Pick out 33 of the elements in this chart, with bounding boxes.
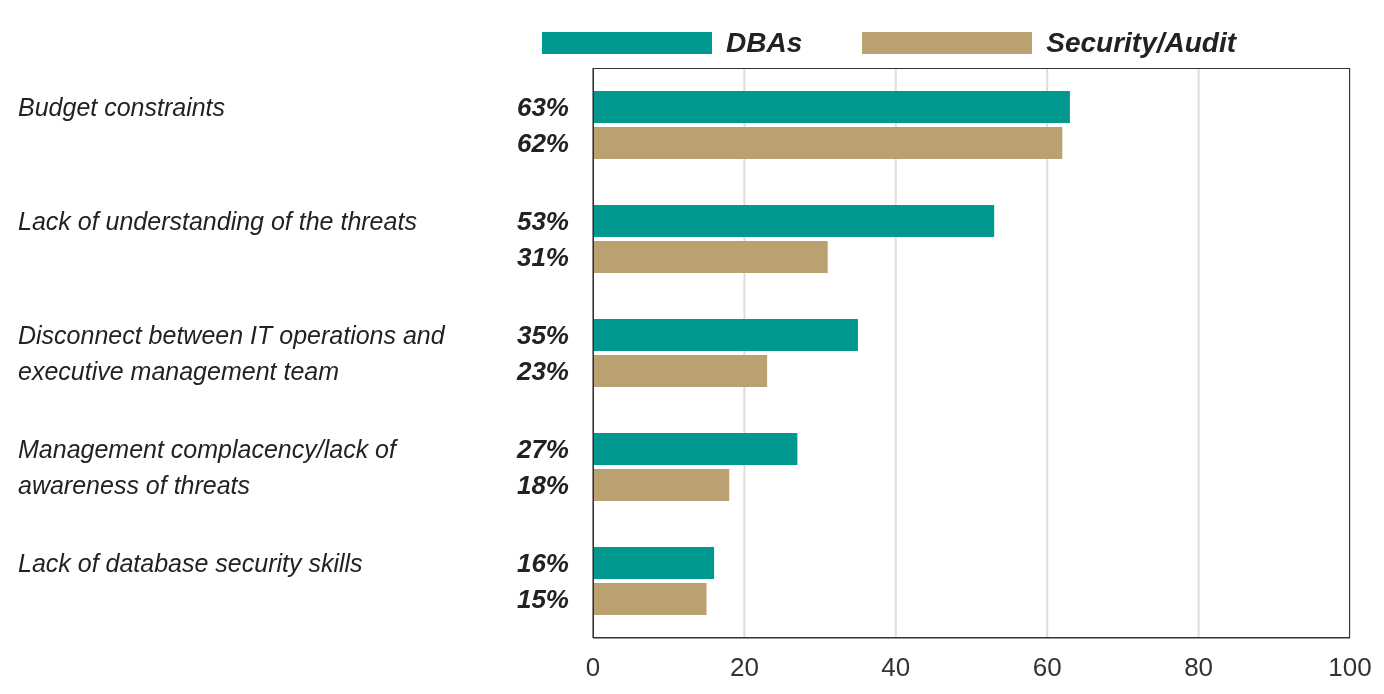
data-label: 62% <box>516 128 569 158</box>
bar <box>593 127 1063 159</box>
bar <box>593 205 995 237</box>
y-tick-label: Management complacency/lack of awareness of threats <box>18 435 400 499</box>
y-tick-label: Lack of database security skills <box>18 549 363 577</box>
x-tick-label: 20 <box>729 652 759 683</box>
x-tick-label: 60 <box>1032 652 1062 683</box>
y-tick-label: Disconnect between IT operations and executive management team <box>18 321 446 385</box>
series-label: DBAs <box>725 27 803 59</box>
bar <box>593 547 715 579</box>
bar <box>593 319 858 351</box>
data-label: 27% <box>515 434 569 464</box>
bar <box>593 583 707 615</box>
bar <box>593 433 798 465</box>
data-label: 31% <box>516 242 569 272</box>
y-tick-label: Lack of understanding of the threats <box>18 207 417 235</box>
data-label: 15% <box>516 584 569 614</box>
text: Security/Audit <box>1046 27 1237 59</box>
x-tick-label: 40 <box>881 652 911 683</box>
x-tick-label: 100 <box>1328 652 1372 683</box>
bar <box>593 91 1070 123</box>
data-label: 16% <box>516 548 569 578</box>
bar <box>593 241 828 273</box>
data-label: 23% <box>515 356 569 386</box>
data-label: 53% <box>516 206 569 236</box>
bar <box>593 469 730 501</box>
y-tick-label: Budget constraints <box>18 93 226 121</box>
data-label: 18% <box>516 470 569 500</box>
data-label: 35% <box>516 320 569 350</box>
data-label: 63% <box>516 92 569 122</box>
x-tick-label: 80 <box>1184 652 1214 683</box>
x-tick-label: 0 <box>585 652 601 683</box>
bar <box>593 355 768 387</box>
